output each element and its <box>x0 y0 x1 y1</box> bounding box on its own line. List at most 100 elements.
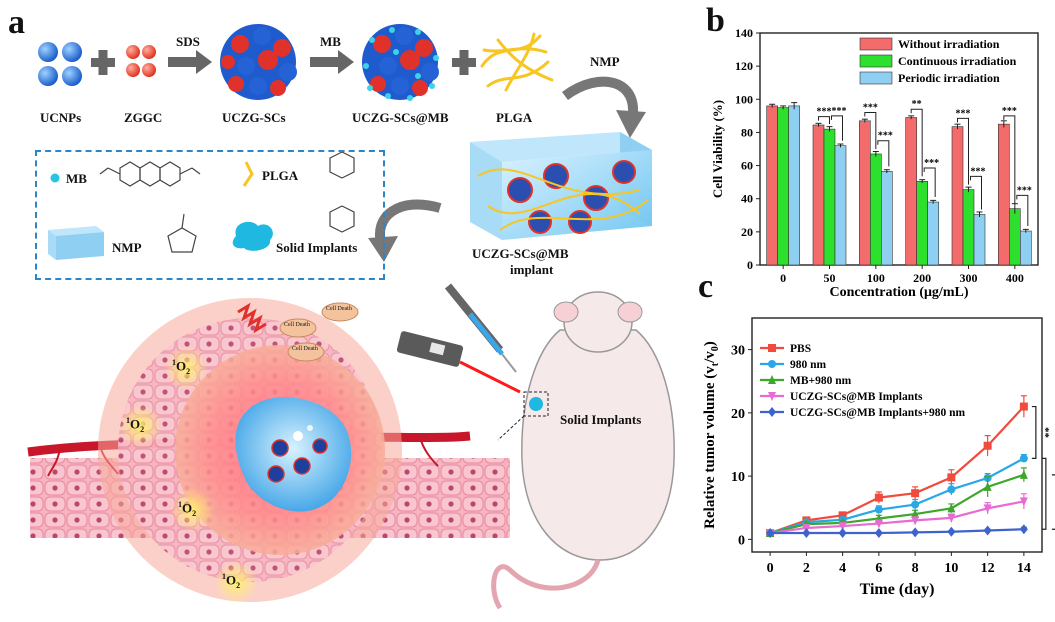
significance-label: *** <box>1049 486 1055 503</box>
x-tick-label: 100 <box>867 271 885 285</box>
zggc-icon <box>126 45 156 77</box>
plus-icon <box>452 50 476 75</box>
x-tick-label: 300 <box>960 271 978 285</box>
legend-label: Periodic irradiation <box>898 71 1000 85</box>
legend-swatch <box>859 71 893 85</box>
y-tick-label: 120 <box>735 59 753 73</box>
significance-label: ** <box>1039 427 1051 439</box>
data-point <box>1019 454 1028 463</box>
bar <box>823 128 836 266</box>
panel-a-letter: a <box>8 4 25 41</box>
plot-frame <box>751 317 1043 553</box>
tumor-volume-line-chart: 0 10 20 30 0 2 4 6 8 10 12 14 Time (day) Relative tum… <box>702 317 1055 598</box>
data-point <box>911 489 920 498</box>
data-point <box>983 441 992 450</box>
arrow-right-icon <box>310 50 354 74</box>
significance-label: *** <box>924 158 939 169</box>
implant-gel-block-icon <box>470 132 652 240</box>
data-point <box>911 527 920 538</box>
bar <box>870 153 882 266</box>
singlet-oxygen-label: 1O2 <box>126 416 145 434</box>
x-axis-label: Time (day) <box>860 581 935 598</box>
significance-bracket <box>831 115 843 141</box>
singlet-oxygen-label: 1O2 <box>178 500 197 518</box>
x-tick-label: 2 <box>803 561 810 576</box>
sds-label: SDS <box>176 34 200 49</box>
plga-legend-label: PLGA <box>262 168 299 183</box>
mb-structure-icon <box>99 161 201 187</box>
y-tick-label: 10 <box>731 470 745 485</box>
nmp-legend-icon <box>48 226 104 260</box>
legend-label: PBS <box>790 343 811 355</box>
mb-arrow-label: MB <box>320 34 341 49</box>
nmp-structure-icon <box>167 213 197 253</box>
data-point <box>911 500 920 509</box>
data-point <box>947 526 956 537</box>
series-line <box>769 473 1025 535</box>
panel-c-letter: c <box>698 268 714 305</box>
legend-marker <box>768 375 776 384</box>
x-tick-label: 400 <box>1006 271 1024 285</box>
bar <box>1020 230 1032 266</box>
x-tick-label: 6 <box>875 561 882 576</box>
data-point <box>947 503 956 513</box>
nmp-arrow-label: NMP <box>590 54 620 69</box>
bar <box>973 214 986 266</box>
y-axis-label: Relative tumor volume (vt/v0) <box>702 341 721 529</box>
implant-label-line2: implant <box>510 262 554 277</box>
panel-b-letter: b <box>706 2 725 39</box>
cell-death-label: Cell Death <box>284 322 310 328</box>
x-tick-label: 14 <box>1017 561 1031 576</box>
y-tick-label: 0 <box>747 258 753 272</box>
singlet-oxygen-label: 1O2 <box>172 358 191 376</box>
data-point <box>838 528 847 539</box>
x-tick-label: 50 <box>824 271 836 285</box>
zggc-label: ZGGC <box>124 110 163 125</box>
data-point <box>874 528 883 539</box>
legend-label: 980 nm <box>790 359 827 371</box>
y-tick-label: 30 <box>731 344 745 359</box>
singlet-oxygen-glows <box>118 346 258 604</box>
y-axis-label: Cell Viability (%) <box>710 100 725 198</box>
bar <box>962 189 975 266</box>
significance-label: *** <box>971 166 986 177</box>
data-point <box>947 473 956 482</box>
legend-label: UCZG-SCs@MB Implants+980 nm <box>790 407 965 419</box>
ucnps-label: UCNPs <box>40 110 82 125</box>
data-point <box>983 525 992 536</box>
legend-swatch <box>859 54 893 68</box>
implant-label-line1: UCZG-SCs@MB <box>472 246 569 261</box>
plga-label: PLGA <box>496 110 533 125</box>
significance-bracket <box>1016 194 1029 227</box>
data-point <box>911 509 920 519</box>
x-tick-label: 0 <box>767 561 774 576</box>
data-point <box>766 528 775 539</box>
data-point <box>802 528 811 539</box>
mb-legend-icon <box>50 173 60 183</box>
series-line <box>769 500 1025 535</box>
x-tick-label: 200 <box>913 271 931 285</box>
legend-marker <box>768 392 776 401</box>
x-tick-label: 0 <box>780 271 786 285</box>
plga-fibers-icon <box>480 32 554 92</box>
plga-structure-icon <box>329 151 355 233</box>
series-line <box>770 528 1024 535</box>
significance-bracket <box>864 112 877 149</box>
mb-legend-label: MB <box>66 171 87 186</box>
data-point <box>983 504 992 514</box>
significance-label: *** <box>956 108 971 119</box>
significance-bracket <box>818 116 830 125</box>
bar <box>1009 208 1021 266</box>
bar <box>834 145 847 266</box>
data-point <box>874 505 883 514</box>
data-point <box>1019 524 1028 535</box>
legend-label: MB+980 nm <box>790 375 852 387</box>
significance-bracket <box>957 117 969 185</box>
significance-label: *** <box>863 103 878 114</box>
data-point <box>983 481 992 491</box>
significance-label: *** <box>1017 185 1032 196</box>
data-point <box>1019 497 1028 507</box>
bar <box>881 171 893 266</box>
mouse-illustration <box>491 291 675 610</box>
data-point <box>838 522 847 532</box>
